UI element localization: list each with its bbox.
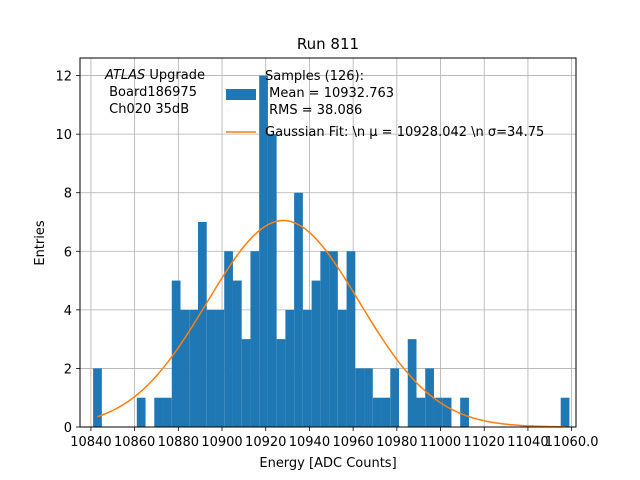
histogram-bar: [136, 397, 146, 427]
y-tick-label: 12: [55, 70, 72, 85]
histogram-bar: [163, 397, 172, 427]
histogram-bar: [232, 280, 242, 427]
histogram-bar: [311, 280, 321, 427]
annotation-line-3: Ch020 35dB: [105, 102, 189, 117]
histogram-bars: [93, 75, 570, 428]
legend: Samples (126): Mean = 10932.763 RMS = 38…: [226, 69, 544, 140]
histogram-bar: [224, 251, 233, 427]
histogram-bar: [180, 309, 190, 427]
y-axis-ticks: 0 2 4 6 8 10 12: [55, 70, 80, 436]
x-tick-label: 11060.0: [545, 435, 599, 450]
histogram-bar: [215, 309, 225, 427]
histogram-bar: [416, 397, 426, 427]
histogram-bar: [355, 368, 365, 427]
histogram-bar: [93, 368, 102, 427]
gaussian-fit-line: [97, 219, 566, 428]
histogram-bar: [372, 397, 382, 427]
histogram-bar: [302, 309, 312, 427]
histogram-bar: [320, 251, 330, 427]
legend-label-fit: Gaussian Fit: \n μ = 10928.042 \n σ=34.7…: [265, 125, 544, 140]
annotation-upgrade: Upgrade: [145, 68, 205, 83]
y-tick-label: 8: [64, 187, 72, 202]
legend-samples-line: Mean = 10932.763: [265, 86, 394, 101]
histogram-bar: [189, 309, 198, 427]
histogram-bar: [337, 309, 347, 427]
legend-samples-line: RMS = 38.086: [265, 103, 362, 118]
histogram-bar: [442, 397, 452, 427]
y-tick-label: 10: [55, 128, 72, 143]
gaussian-fit: [97, 219, 566, 428]
x-tick-label: 10960: [332, 435, 373, 450]
x-tick-label: 10940: [289, 435, 330, 450]
x-tick-label: 10840: [70, 435, 111, 450]
histogram-bar: [241, 339, 251, 427]
annotation-line-1: ATLAS Upgrade: [104, 68, 205, 83]
x-tick-label: 10980: [376, 435, 417, 450]
histogram-bar: [364, 368, 373, 427]
histogram-bar: [381, 397, 391, 427]
plot-frame: [79, 57, 577, 428]
histogram-bar: [206, 309, 216, 427]
y-tick-label: 0: [64, 421, 72, 436]
histogram-bar: [460, 397, 469, 427]
histogram-bar: [259, 75, 268, 428]
atlas-annotation: ATLAS Upgrade Board186975 Ch020 35dB: [104, 68, 205, 117]
x-tick-label: 10860: [114, 435, 155, 450]
chart-title: Run 811: [297, 35, 359, 53]
legend-swatch-samples: [226, 89, 256, 100]
x-axis-ticks: 10840 10860 10880 10900 10920 10940 10960 10980…: [70, 427, 599, 450]
y-tick-label: 2: [64, 362, 72, 377]
legend-label-samples: Samples (126): Mean = 10932.763 RMS = 38…: [265, 69, 394, 118]
histogram-bar: [250, 251, 260, 427]
y-axis-title: Entries: [33, 220, 48, 266]
x-tick-label: 11040: [507, 435, 548, 450]
histogram-bar: [276, 339, 286, 427]
annotation-atlas-italic: ATLAS: [104, 68, 145, 83]
histogram-bar: [329, 251, 338, 427]
x-tick-label: 11020: [464, 435, 505, 450]
histogram-bar: [285, 309, 295, 427]
histogram-bar: [407, 339, 417, 427]
x-tick-label: 10920: [245, 435, 286, 450]
histogram-bar: [346, 251, 356, 427]
histogram-bar: [267, 134, 277, 427]
histogram-bar: [560, 397, 570, 427]
y-tick-label: 6: [64, 245, 72, 260]
histogram-bar: [425, 368, 434, 427]
x-tick-label: 11000: [420, 435, 461, 450]
x-tick-label: 10900: [201, 435, 242, 450]
histogram-bar: [433, 397, 443, 427]
x-axis-title: Energy [ADC Counts]: [259, 456, 396, 471]
annotation-line-2: Board186975: [105, 85, 197, 100]
histogram-bar: [294, 192, 303, 427]
x-tick-label: 10880: [158, 435, 199, 450]
histogram-bar: [171, 280, 181, 427]
histogram-bar: [197, 222, 207, 427]
histogram-bar: [390, 368, 400, 427]
histogram-bar: [154, 397, 164, 427]
y-tick-label: 4: [64, 304, 72, 319]
legend-samples-line: Samples (126):: [265, 69, 364, 84]
